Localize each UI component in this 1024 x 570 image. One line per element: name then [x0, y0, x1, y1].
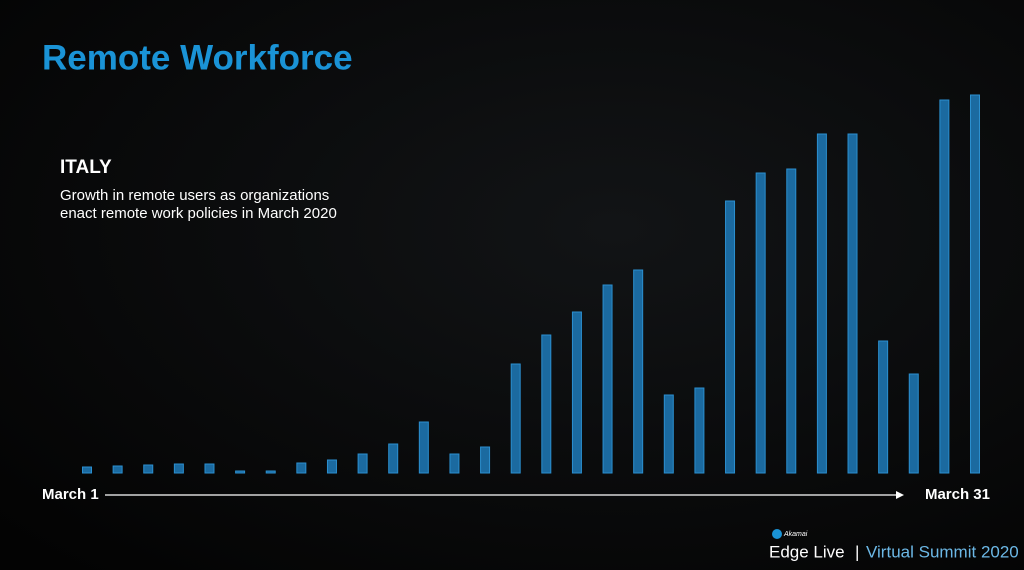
bar [357, 453, 368, 474]
logo-mark [772, 529, 782, 539]
end-label: March 31 [925, 486, 990, 503]
logo-text: Akamai [783, 531, 808, 538]
bar [326, 459, 337, 474]
bar [816, 133, 827, 474]
bar [296, 462, 307, 474]
country-label: ITALY [60, 157, 112, 178]
bar [970, 94, 980, 474]
bar [908, 373, 919, 474]
bar [633, 269, 644, 474]
arrow-head [896, 491, 904, 499]
start-label: March 1 [42, 486, 99, 503]
bar [878, 340, 889, 474]
bar [112, 465, 123, 474]
bar [602, 284, 613, 474]
bar [725, 200, 736, 474]
bar [173, 463, 184, 474]
bar [541, 334, 552, 474]
bar [755, 172, 766, 474]
bar [480, 446, 491, 474]
bar [235, 470, 246, 474]
bar [939, 99, 950, 474]
bar [786, 168, 797, 474]
bar [510, 363, 521, 474]
bar [663, 394, 674, 474]
bar [143, 464, 154, 474]
summit-name: Virtual Summit 2020 [866, 542, 1019, 561]
description-line: Growth in remote users as organizations [60, 187, 329, 204]
separator: | [855, 542, 859, 561]
slide-title: Remote Workforce [42, 38, 353, 77]
bar [388, 443, 399, 474]
event-name: Edge Live [769, 542, 845, 561]
bar [204, 463, 215, 474]
bar [82, 466, 92, 474]
bar [449, 453, 460, 474]
bar [571, 311, 582, 474]
bar [265, 470, 276, 474]
bar [847, 133, 858, 474]
description-line: enact remote work policies in March 2020 [60, 205, 337, 222]
bar [418, 421, 429, 474]
bar [694, 387, 705, 474]
